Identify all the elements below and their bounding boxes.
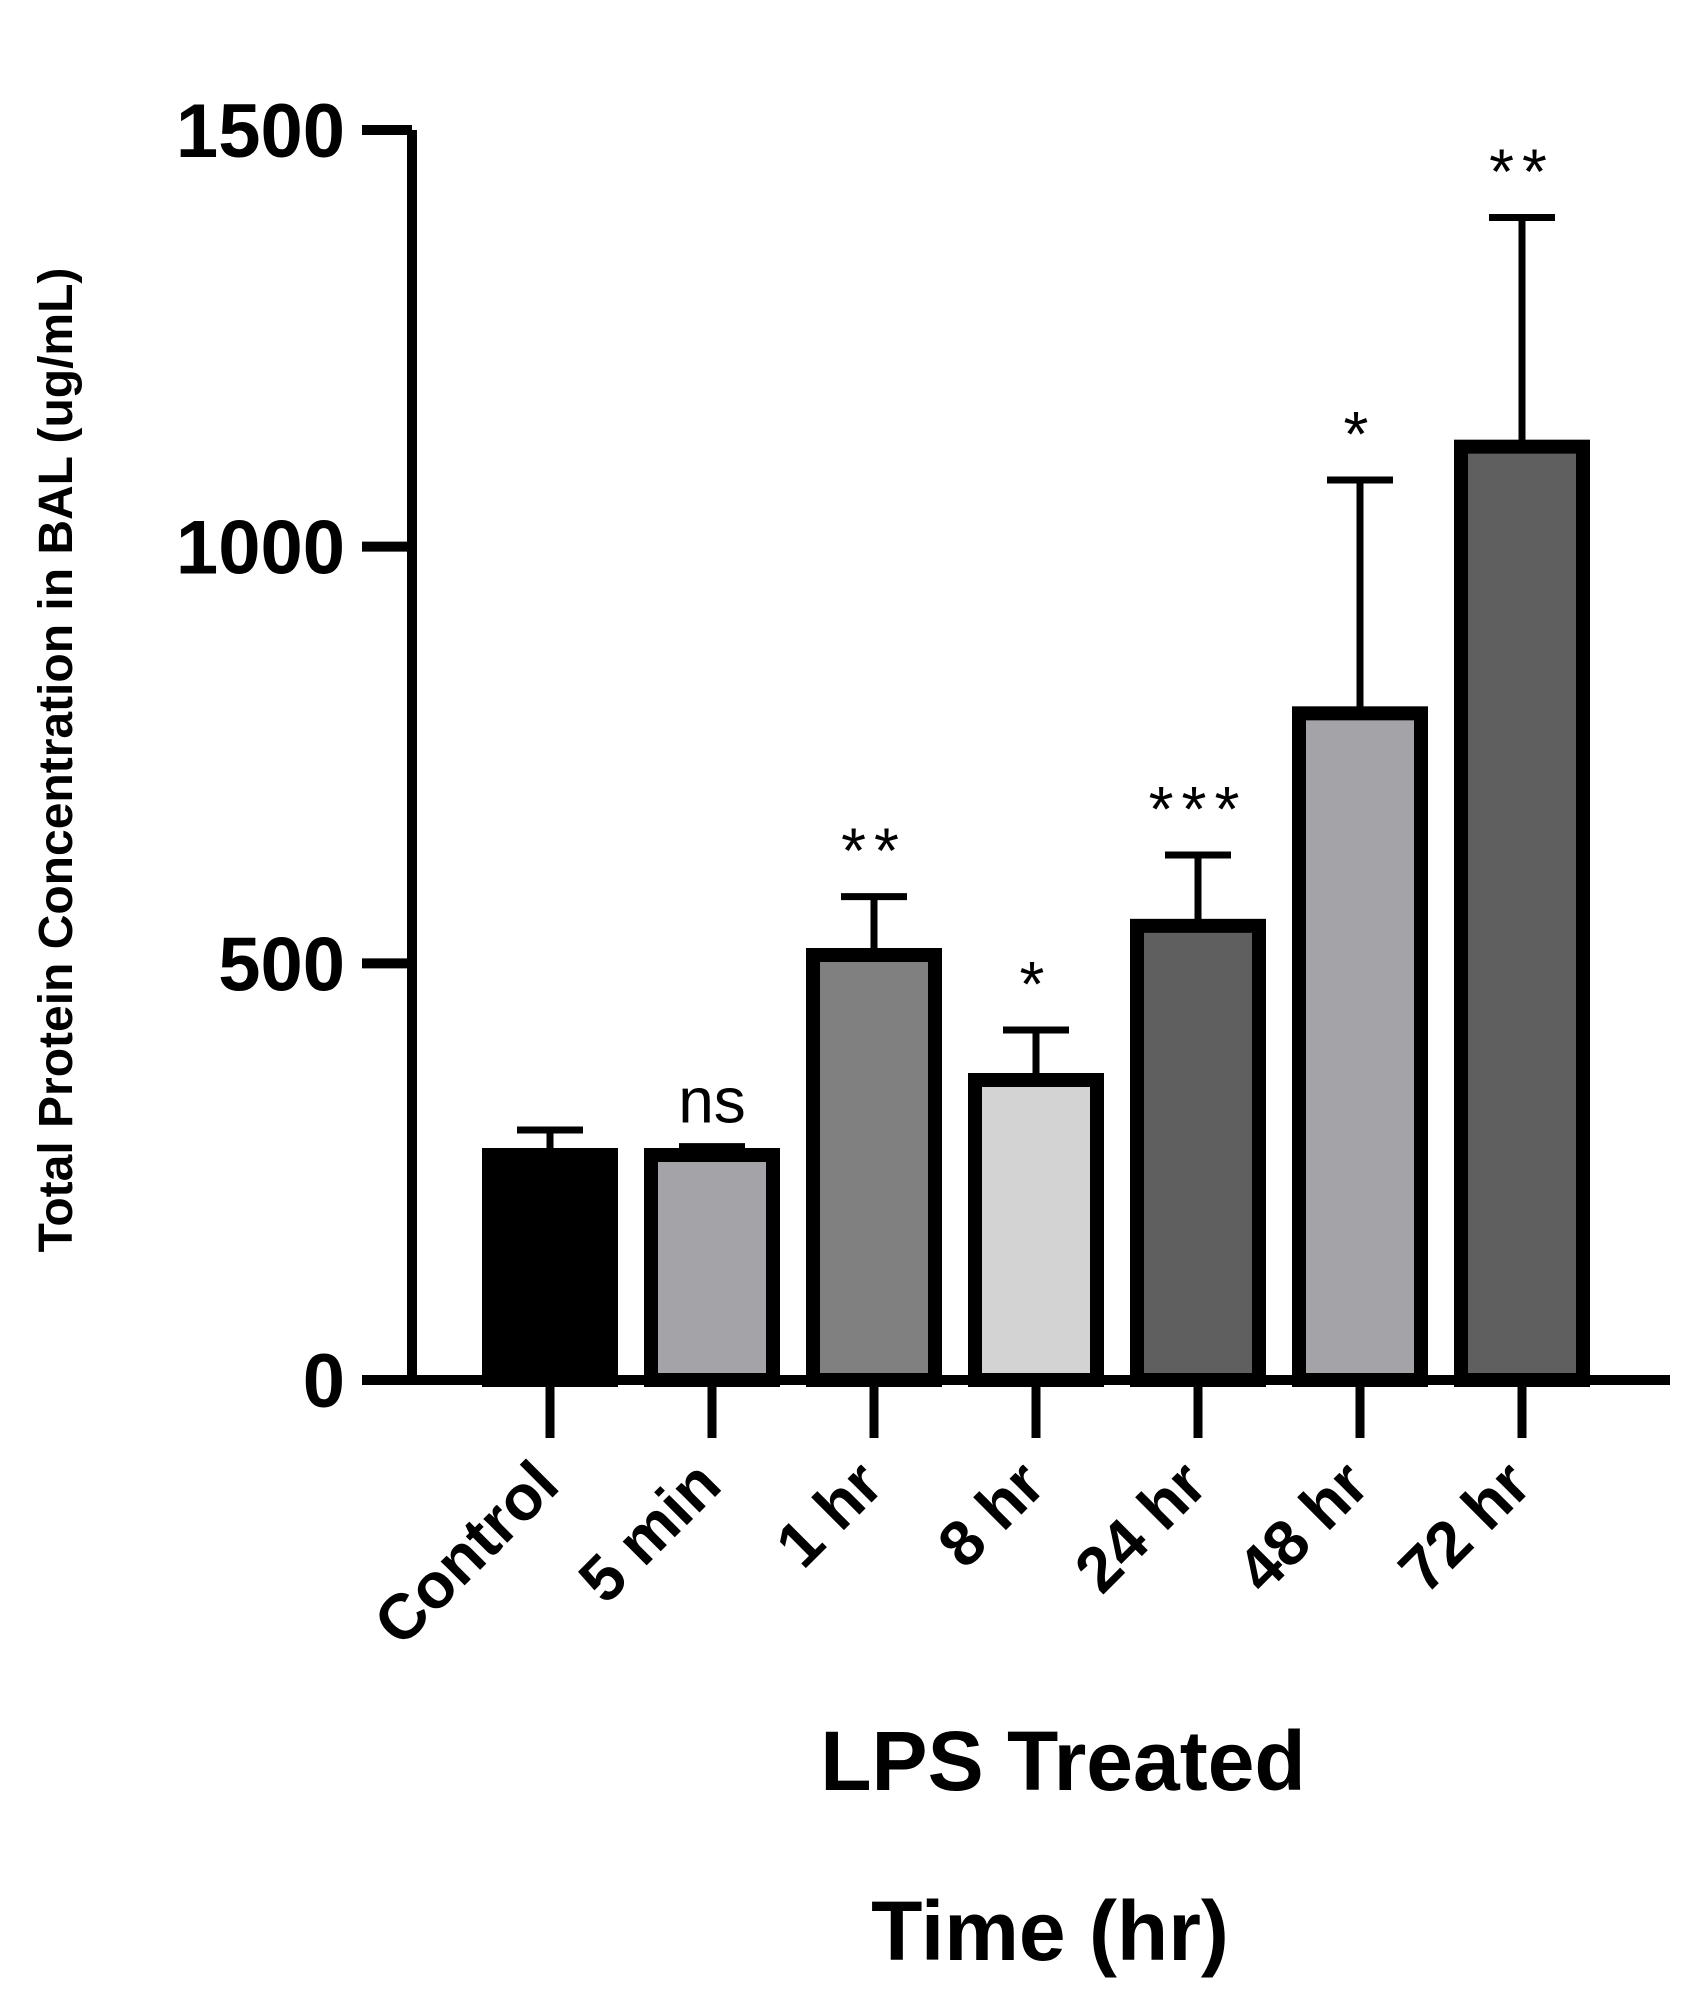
y-axis-title: Total Protein Concentration in BAL (ug/m… xyxy=(30,268,83,1253)
x-tick-label: 1 hr xyxy=(762,1447,896,1581)
x-tick-label: 5 min xyxy=(565,1447,734,1616)
x-tick-label: Control xyxy=(360,1447,572,1659)
x-axis-title-line1: LPS Treated xyxy=(820,1714,1306,1808)
significance-label: * xyxy=(1344,398,1377,470)
bars-layer xyxy=(482,214,1590,1387)
significance-label: * xyxy=(1020,948,1053,1020)
bar-1-hr xyxy=(806,948,942,1387)
x-axis-title-line2: Time (hr) xyxy=(871,1884,1229,1978)
significance-label: ** xyxy=(841,815,907,887)
y-tick-label: 1500 xyxy=(176,89,345,174)
bar-72-hr xyxy=(1454,439,1590,1387)
significance-label: *** xyxy=(1149,773,1248,845)
bar-control xyxy=(482,1148,618,1387)
x-tick-label: 8 hr xyxy=(924,1447,1058,1581)
bar-24-hr xyxy=(1130,918,1266,1387)
y-tick-label: 0 xyxy=(303,1339,345,1424)
y-tick-label: 500 xyxy=(218,922,345,1007)
bar-8-hr xyxy=(968,1073,1104,1387)
axes-layer xyxy=(362,125,1670,1438)
x-tick-label: 48 hr xyxy=(1223,1447,1382,1606)
x-tick-label: 72 hr xyxy=(1385,1447,1544,1606)
y-tick-label: 1000 xyxy=(176,506,345,591)
significance-label: ** xyxy=(1489,136,1555,208)
x-tick-label: 24 hr xyxy=(1061,1447,1220,1606)
bar-48-hr xyxy=(1292,706,1428,1387)
significance-label: ns xyxy=(678,1065,746,1137)
bar-5-min xyxy=(644,1148,780,1387)
